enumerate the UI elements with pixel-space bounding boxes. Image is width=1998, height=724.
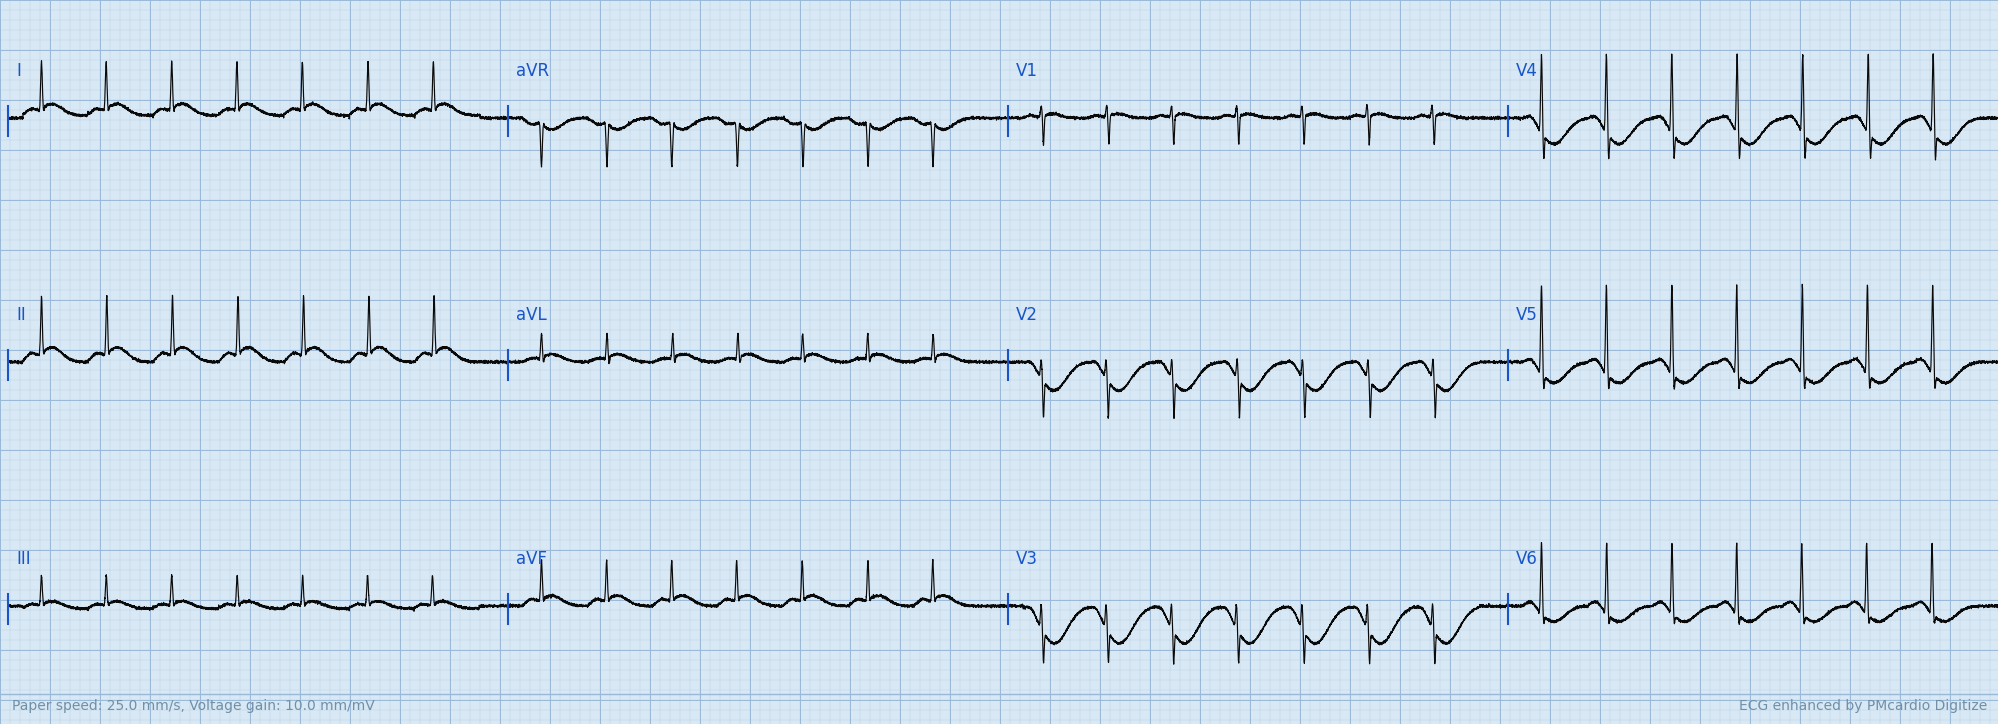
Text: II: II — [16, 306, 26, 324]
Text: V4: V4 — [1514, 62, 1536, 80]
Text: aVR: aVR — [515, 62, 549, 80]
Text: V5: V5 — [1514, 306, 1536, 324]
Text: V3: V3 — [1015, 550, 1037, 568]
Text: aVF: aVF — [515, 550, 547, 568]
Text: V6: V6 — [1514, 550, 1536, 568]
Text: V1: V1 — [1015, 62, 1037, 80]
Text: Paper speed: 25.0 mm/s, Voltage gain: 10.0 mm/mV: Paper speed: 25.0 mm/s, Voltage gain: 10… — [12, 699, 374, 713]
Text: V2: V2 — [1015, 306, 1037, 324]
Text: I: I — [16, 62, 20, 80]
Text: aVL: aVL — [515, 306, 547, 324]
Text: ECG enhanced by PMcardio Digitize: ECG enhanced by PMcardio Digitize — [1738, 699, 1986, 713]
Text: III: III — [16, 550, 30, 568]
